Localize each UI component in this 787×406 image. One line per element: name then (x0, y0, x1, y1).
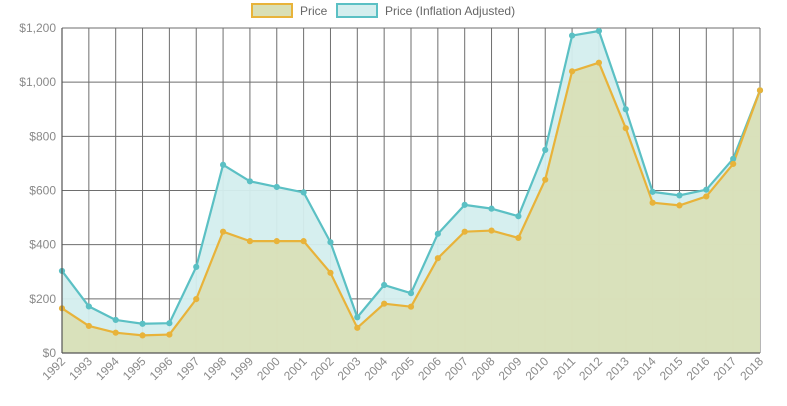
x-tick-label: 2000 (254, 354, 283, 383)
x-tick-label: 2001 (281, 354, 310, 383)
y-tick-label: $200 (29, 292, 56, 306)
data-point[interactable] (246, 238, 254, 245)
data-point[interactable] (542, 176, 549, 183)
data-point[interactable] (515, 213, 522, 220)
x-tick-label: 1993 (66, 354, 95, 383)
x-tick-label: 2013 (603, 354, 632, 383)
data-point[interactable] (730, 155, 737, 162)
data-point[interactable] (300, 238, 307, 245)
data-point[interactable] (112, 316, 119, 324)
x-tick-label: 2007 (442, 354, 471, 383)
series-area-1 (62, 62, 760, 354)
data-point[interactable] (595, 27, 603, 35)
x-tick-label: 1997 (174, 354, 203, 383)
y-tick-label: $400 (29, 238, 56, 252)
data-point[interactable] (756, 87, 764, 94)
data-point[interactable] (515, 234, 522, 241)
y-tick-label: $800 (29, 129, 56, 143)
data-point[interactable] (327, 269, 334, 276)
data-point[interactable] (703, 186, 710, 193)
data-point[interactable] (676, 192, 683, 199)
area-fills (62, 30, 760, 354)
x-tick-label: 2011 (550, 354, 578, 382)
x-tick-label: 1995 (120, 354, 149, 383)
x-tick-label: 1999 (227, 354, 256, 383)
data-point[interactable] (112, 329, 119, 336)
data-point[interactable] (273, 238, 280, 245)
data-point[interactable] (568, 68, 576, 75)
legend-item[interactable]: Price (251, 3, 328, 18)
legend-swatch (251, 3, 293, 18)
data-point[interactable] (139, 332, 146, 339)
data-point[interactable] (354, 324, 361, 331)
data-point[interactable] (461, 201, 468, 208)
data-point[interactable] (85, 303, 92, 310)
data-point[interactable] (381, 281, 388, 289)
legend-label: Price (300, 4, 328, 18)
x-tick-label: 2002 (308, 354, 337, 383)
data-point[interactable] (676, 202, 683, 209)
data-point[interactable] (649, 188, 656, 195)
x-tick-label: 1994 (93, 354, 122, 383)
data-point[interactable] (85, 322, 92, 330)
data-point[interactable] (139, 320, 146, 327)
data-point[interactable] (246, 178, 254, 185)
data-point[interactable] (622, 125, 629, 132)
data-point[interactable] (649, 199, 656, 206)
data-point[interactable] (434, 255, 441, 262)
y-tick-label: $1,200 (19, 21, 56, 35)
x-tick-label: 2012 (576, 354, 605, 383)
data-point[interactable] (542, 146, 549, 153)
x-tick-label: 2015 (657, 354, 686, 383)
x-tick-label: 1998 (200, 354, 229, 383)
data-point[interactable] (354, 314, 361, 321)
x-tick-label: 1996 (147, 354, 176, 383)
x-tick-label: 2004 (361, 354, 390, 383)
x-tick-label: 2017 (710, 354, 739, 383)
x-tick-label: 2009 (496, 354, 525, 383)
x-tick-label: 2014 (630, 354, 659, 383)
data-point[interactable] (407, 303, 415, 310)
x-tick-label: 2008 (469, 354, 498, 383)
x-tick-label: 2010 (523, 354, 552, 383)
data-point[interactable] (568, 32, 576, 39)
data-point[interactable] (219, 161, 227, 168)
data-point[interactable] (166, 320, 173, 327)
x-tick-label: 2006 (415, 354, 444, 383)
data-point[interactable] (488, 227, 495, 234)
x-tick-label: 2003 (335, 354, 364, 383)
y-tick-label: $600 (29, 184, 56, 198)
data-point[interactable] (595, 59, 603, 66)
data-point[interactable] (219, 228, 227, 235)
legend[interactable]: Price Price (Inflation Adjusted) (251, 3, 515, 18)
data-point[interactable] (381, 300, 388, 307)
data-point[interactable] (434, 230, 441, 237)
data-point[interactable] (622, 106, 629, 113)
y-tick-label: $1,000 (19, 75, 56, 89)
legend-item[interactable]: Price (Inflation Adjusted) (336, 3, 515, 18)
data-point[interactable] (407, 290, 415, 297)
data-point[interactable] (703, 193, 710, 200)
legend-swatch (336, 3, 378, 18)
data-point[interactable] (461, 228, 468, 235)
data-point[interactable] (193, 263, 200, 270)
data-point[interactable] (166, 331, 173, 338)
legend-label: Price (Inflation Adjusted) (385, 4, 515, 18)
data-point[interactable] (300, 189, 307, 196)
data-point[interactable] (730, 160, 737, 168)
x-tick-label: 2018 (737, 354, 766, 383)
x-tick-label: 2005 (388, 354, 417, 383)
y-tick-label: $0 (43, 346, 57, 360)
x-tick-label: 2016 (684, 354, 713, 383)
data-point[interactable] (327, 239, 334, 246)
data-point[interactable] (488, 205, 495, 212)
data-point[interactable] (273, 183, 280, 191)
data-point[interactable] (193, 296, 200, 303)
